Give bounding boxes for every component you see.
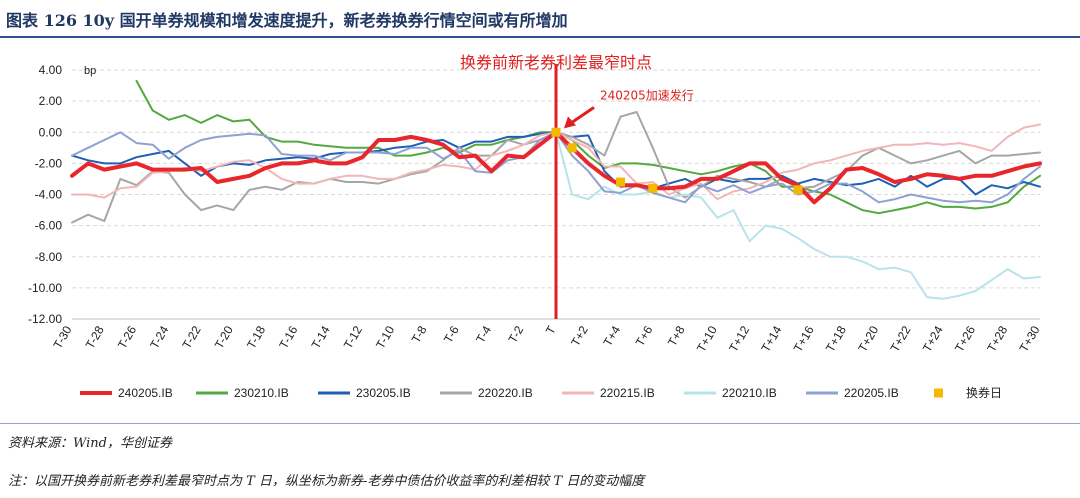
legend-label: 230205.IB	[356, 386, 411, 400]
legend-label: 230210.IB	[234, 386, 289, 400]
x-tick-label: T+6	[633, 323, 656, 348]
x-tick-label: T+24	[920, 323, 946, 354]
source-text: 资料来源：Wind，华创证券	[8, 436, 172, 451]
x-tick-label: T-16	[276, 323, 300, 351]
x-tick-label: T+8	[665, 323, 688, 348]
legend-label: 220210.IB	[722, 386, 777, 400]
legend-label: 220215.IB	[600, 386, 655, 400]
x-tick-label: T+26	[952, 323, 978, 354]
x-tick-label: T+16	[791, 323, 817, 354]
x-tick-label: T+12	[726, 323, 752, 354]
chart-title: 图表 126 10y 国开单券规模和增发速度提升，新老券换券行情空间或有所增加	[6, 11, 568, 30]
y-tick-label: -8.00	[35, 250, 63, 264]
x-tick-label: T-14	[309, 323, 333, 351]
y-tick-label: -10.00	[28, 281, 62, 295]
swap-day-marker	[648, 183, 658, 193]
x-tick-label: T+20	[855, 323, 881, 354]
y-tick-label: 4.00	[39, 63, 63, 77]
x-tick-label: T-10	[373, 323, 397, 351]
legend-label: 220205.IB	[844, 386, 899, 400]
annotation-arrow-shaft	[568, 106, 595, 126]
legend-label: 换券日	[966, 385, 1002, 400]
x-tick-label: T+22	[888, 323, 914, 354]
footer-divider	[0, 423, 1080, 424]
annotation-text: 240205加速发行	[600, 88, 694, 103]
y-unit-label: bp	[84, 65, 96, 77]
y-tick-label: -2.00	[35, 156, 63, 170]
legend-label: 220220.IB	[478, 386, 533, 400]
x-tick-label: T+10	[694, 323, 720, 354]
swap-day-marker	[793, 185, 803, 195]
x-tick-label: T-4	[473, 323, 494, 345]
title-divider	[0, 36, 1080, 38]
title-bar: 图表 126 10y 国开单券规模和增发速度提升，新老券换券行情空间或有所增加	[0, 0, 1080, 38]
x-tick-label: T+30	[1017, 323, 1043, 354]
x-tick-label: T	[543, 323, 559, 337]
x-tick-label: T-28	[83, 323, 107, 351]
x-tick-label: T-12	[341, 323, 365, 351]
y-tick-label: 2.00	[39, 94, 63, 108]
x-tick-label: T+2	[568, 323, 591, 348]
reference-vline-label: 换券前新老券利差最窄时点	[460, 53, 652, 72]
swap-day-marker	[616, 177, 626, 187]
x-tick-label: T-2	[506, 323, 527, 345]
y-tick-label: -4.00	[35, 188, 63, 202]
note-text: 注：以国开换券前新老券利差最窄时点为 T 日，纵坐标为新券-老券中债估价收益率的…	[8, 474, 645, 489]
y-tick-label: -12.00	[28, 312, 62, 326]
x-tick-label: T+14	[758, 323, 784, 354]
x-tick-label: T-26	[115, 323, 139, 351]
x-tick-label: T-18	[244, 323, 268, 351]
series-line-220210-IB	[555, 131, 1041, 300]
legend-label: 240205.IB	[118, 386, 173, 400]
series-line-230210-IB	[135, 79, 1041, 215]
x-tick-label: T-8	[409, 323, 430, 345]
y-tick-label: -6.00	[35, 219, 63, 233]
y-tick-label: 0.00	[39, 125, 63, 139]
x-tick-label: T-22	[180, 323, 204, 351]
x-tick-label: T+4	[600, 323, 623, 348]
x-tick-label: T-6	[441, 323, 462, 345]
x-tick-label: T-20	[212, 323, 236, 351]
x-tick-label: T-24	[147, 323, 171, 351]
swap-day-marker	[551, 127, 561, 137]
x-tick-label: T-30	[50, 323, 74, 351]
swap-day-marker	[567, 143, 577, 153]
x-tick-label: T+18	[823, 323, 849, 354]
legend-marker-swatch	[934, 388, 943, 398]
x-tick-label: T+28	[984, 323, 1010, 354]
line-chart: 4.00 2.00 0.00 -2.00 -4.00 -6.00 -8.00 -10.00 -1…	[28, 53, 1043, 400]
annotation-arrow-head	[564, 116, 576, 129]
